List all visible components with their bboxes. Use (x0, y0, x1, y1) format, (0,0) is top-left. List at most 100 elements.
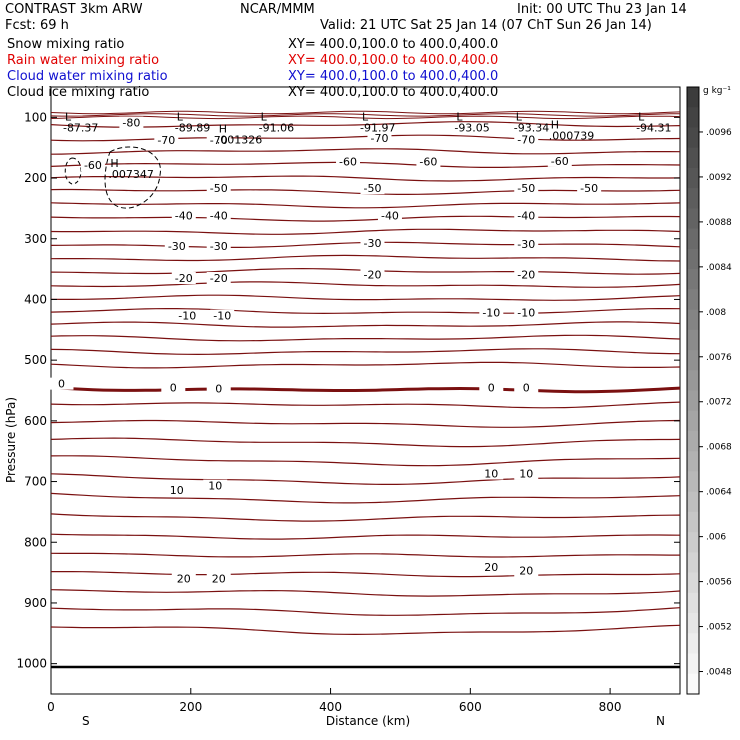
field-label: Cloud water mixing ratio (7, 69, 168, 84)
field-label: Snow mixing ratio (7, 37, 124, 52)
isotherm-label: -20 (210, 272, 228, 285)
isotherm-line (51, 571, 681, 578)
y-tick-label: 200 (24, 171, 47, 185)
isotherm-label-bg (416, 155, 441, 168)
colorbar-tick-label: .0068 (706, 443, 732, 453)
isotherm-label-bg (514, 238, 539, 251)
isotherm-label: -30 (517, 238, 535, 251)
colorbar-unit: g kg⁻¹ (703, 86, 731, 96)
extremum-value: .007347 (108, 168, 153, 181)
isotherm-label: -50 (210, 182, 228, 195)
isotherm-label: 0 (488, 381, 495, 394)
field-xy: XY= 400.0,100.0 to 400.0,400.0 (288, 85, 498, 100)
isotherm-line (50, 215, 681, 222)
isotherm-line (50, 437, 681, 448)
x-axis-label: Distance (km) (326, 714, 410, 728)
isotherm-line (50, 175, 681, 182)
field-label: Rain water mixing ratio (7, 53, 159, 68)
isotherm-label-bg (171, 272, 196, 285)
isotherm-label: -60 (419, 155, 437, 168)
field-label: Cloud ice mixing ratio (7, 85, 149, 100)
isotherm-line (50, 455, 681, 467)
forecast-hour: Fcst: 69 h (5, 18, 69, 33)
isotherm-line (50, 607, 681, 616)
extremum-value: -91.06 (259, 121, 294, 134)
isotherm-label-bg (203, 479, 228, 492)
isotherm-label: 20 (212, 572, 226, 585)
colorbar-segment (687, 430, 699, 452)
isotherm-label-bg (514, 306, 539, 319)
isotherm-label: 10 (484, 467, 498, 480)
extrema-markers: L-87.37L-89.89L-91.06L-91.97L-93.05L-93.… (63, 110, 672, 181)
x-tick-label: 200 (179, 700, 202, 714)
isotherm-label-bg (119, 116, 144, 129)
isotherm-line (50, 148, 681, 155)
isotherm-line (50, 308, 681, 315)
isotherm-label: -10 (178, 310, 196, 323)
colorbar-tick-label: .006 (706, 533, 726, 543)
isotherm-line (50, 624, 681, 636)
isotherm-label-bg (360, 182, 385, 195)
isotherm-line (50, 254, 681, 262)
isotherm-label-bg (514, 564, 539, 577)
extremum-symbol: L (65, 110, 72, 123)
zero-isotherm (50, 385, 681, 394)
colorbar-tick-label: .0076 (706, 353, 732, 363)
isotherm-line (50, 334, 681, 342)
direction-south: S (82, 714, 90, 728)
isotherm-line (50, 121, 681, 128)
isotherm-label: -40 (381, 210, 399, 223)
isotherm-label-bg (206, 209, 231, 222)
x-tick-label: 400 (319, 700, 342, 714)
isotherm-label: -30 (364, 237, 382, 250)
isotherm-label: -50 (517, 182, 535, 195)
isotherm-line (50, 401, 681, 409)
extremum-value: -94.31 (636, 121, 671, 134)
isotherm-label-bg (206, 572, 231, 585)
isotherm-label-bg (479, 467, 504, 480)
extremum-symbol: L (516, 110, 523, 123)
isotherm-label-bg (547, 154, 572, 167)
isotherm-label-bg (175, 309, 200, 322)
init-time: Init: 00 UTC Thu 23 Jan 14 (517, 2, 687, 17)
isotherm-line (50, 113, 681, 117)
extremum-symbol: L (261, 110, 268, 123)
extremum-symbol: H (551, 118, 559, 131)
colorbar-tick-label: .0056 (706, 578, 732, 588)
colorbar-segment (687, 532, 699, 553)
extremum-symbol: L (456, 110, 463, 123)
isotherm-label-bg (161, 381, 186, 394)
colorbar-segment (687, 491, 699, 513)
extremum-symbol: H (110, 157, 118, 170)
colorbar-segment (687, 248, 699, 270)
institution: NCAR/MMM (240, 2, 315, 17)
isotherm-label: -20 (175, 272, 193, 285)
y-tick-label: 900 (24, 596, 47, 610)
colorbar-segment (687, 370, 699, 391)
field-xy: XY= 400.0,100.0 to 400.0,400.0 (288, 69, 498, 84)
field-legend: Snow mixing ratio XY= 400.0,100.0 to 400.… (7, 37, 498, 100)
colorbar-tick-label: .0048 (706, 668, 732, 678)
colorbar-segment (687, 390, 699, 412)
field-xy: XY= 400.0,100.0 to 400.0,400.0 (288, 37, 498, 52)
isotherm-line (50, 492, 681, 504)
y-tick-label: 300 (24, 232, 47, 246)
isotherm-label: -20 (364, 268, 382, 281)
isotherm-label-bg (164, 483, 189, 496)
isotherm-label: 0 (523, 381, 530, 394)
isotherm-line (50, 419, 681, 428)
plot-frame (50, 86, 681, 695)
isotherm-label: -80 (122, 117, 140, 130)
isotherm-label-bg (514, 182, 539, 195)
isotherm-label: 10 (519, 467, 533, 480)
x-tick-label: 800 (599, 700, 622, 714)
isotherm-label-bg (206, 134, 231, 147)
y-tick-label: 1000 (16, 657, 47, 671)
extremum-value: -91.97 (360, 121, 395, 134)
x-axis: 0 200 400 600 800 (47, 688, 622, 714)
isotherm-line (50, 552, 680, 558)
isotherm-label-bg (206, 182, 231, 195)
extremum-value: .001326 (217, 134, 263, 147)
colorbar-segment (687, 552, 699, 574)
